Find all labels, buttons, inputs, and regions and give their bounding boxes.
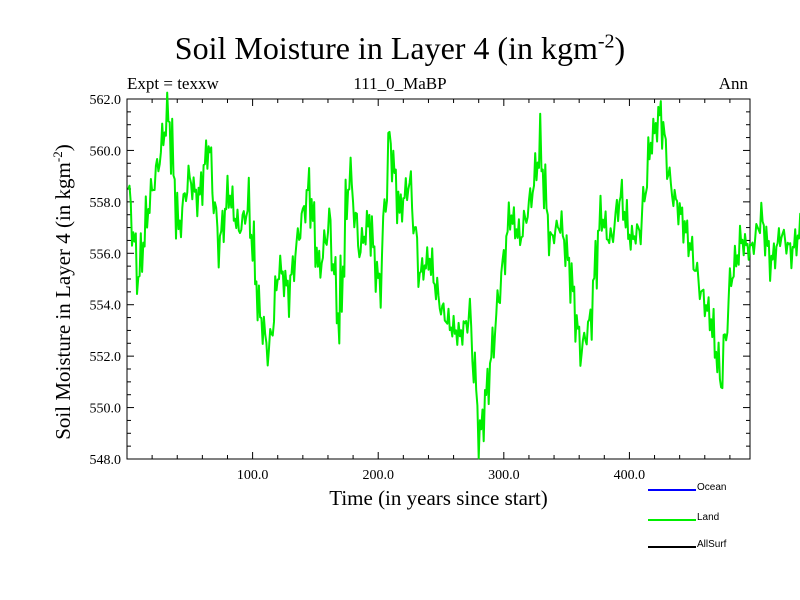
- y-tick-label: 552.0: [90, 350, 122, 365]
- legend-swatch-allsurf: [648, 546, 696, 548]
- experiment-label: Expt = texxw: [127, 74, 219, 93]
- series-line-land: [127, 91, 800, 460]
- x-tick-label: 400.0: [614, 468, 646, 483]
- season-label: Ann: [718, 74, 748, 93]
- legend-item-land: Land: [648, 512, 758, 528]
- legend-swatch-ocean: [648, 489, 696, 491]
- legend-item-ocean: Ocean: [648, 482, 758, 498]
- y-tick-label: 554.0: [90, 299, 122, 314]
- y-tick-label: 560.0: [90, 144, 122, 159]
- legend-label-allsurf: AllSurf: [697, 539, 727, 550]
- x-tick-label: 100.0: [237, 468, 269, 483]
- legend-label-ocean: Ocean: [697, 482, 727, 493]
- y-tick-label: 548.0: [90, 453, 122, 468]
- y-tick-label: 558.0: [90, 196, 122, 211]
- plot-frame: [126, 98, 751, 460]
- y-tick-label: 550.0: [90, 402, 122, 417]
- y-tick-label: 562.0: [90, 93, 122, 108]
- legend-label-land: Land: [697, 512, 720, 523]
- legend-item-allsurf: AllSurf: [648, 539, 758, 555]
- run-id-label: 111_0_MaBP: [353, 74, 447, 93]
- x-tick-label: 300.0: [488, 468, 520, 483]
- y-tick-label: 556.0: [90, 247, 122, 262]
- x-tick-label: 200.0: [362, 468, 394, 483]
- legend-swatch-land: [648, 519, 696, 521]
- chart-title: Soil Moisture in Layer 4 (in kgm-2): [174, 30, 626, 66]
- x-axis-label: Time (in years since start): [329, 486, 548, 510]
